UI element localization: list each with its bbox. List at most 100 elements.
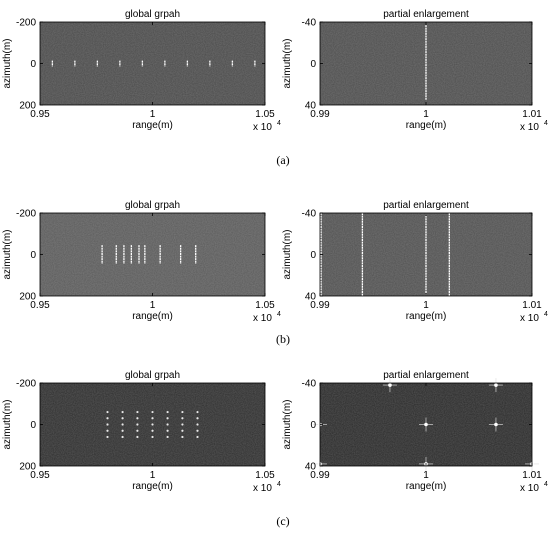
target-point-r4c2: [136, 435, 139, 439]
x-axis-label: range(m): [406, 481, 447, 492]
chart-panel-b-left: 0.95 1 1.05 -200 0 200 global grpah range(m) azi…: [2, 200, 281, 324]
y-axis-label: azimuth(m): [282, 229, 293, 279]
speckle-texture: [40, 22, 265, 105]
y-axis-label: azimuth(m): [2, 38, 13, 88]
chart-title: global grpah: [125, 9, 180, 20]
chart-title: partial enlargement: [383, 370, 469, 381]
y-tick-label-0: -40: [302, 379, 317, 390]
target-point-r1c5: [181, 417, 184, 420]
x-multiplier-exponent: 4: [277, 311, 281, 318]
x-multiplier-exponent: 4: [544, 120, 548, 127]
chart-panel-b-right: 0.99 1 1.01 -40 0 40 partial enlargement range(…: [282, 200, 548, 324]
target-point-r4c3: [151, 435, 154, 439]
target-point-r1c3: [151, 417, 154, 420]
x-tick-label-2: 1.05: [255, 300, 275, 311]
x-axis-label: range(m): [132, 481, 173, 492]
target-point-r3c6: [196, 429, 199, 432]
y-tick-label-0: -200: [16, 18, 36, 29]
chart-title: global grpah: [125, 370, 180, 381]
x-tick-label-2: 1.01: [522, 470, 542, 481]
x-multiplier-label: x 10: [253, 313, 272, 324]
chart-panel-a-left: 0.95 1 1.05 -200 0 200 global grpah range(m) azi…: [2, 9, 281, 133]
x-tick-label-2: 1.05: [255, 109, 275, 120]
y-tick-label-2: 200: [19, 462, 36, 473]
target-point-r2c4: [166, 423, 169, 426]
y-tick-label-1: 0: [30, 420, 36, 431]
target-point-r1c0: [106, 417, 109, 420]
x-multiplier-exponent: 4: [544, 311, 548, 318]
x-multiplier-label: x 10: [253, 122, 272, 133]
y-tick-label-2: 40: [305, 462, 317, 473]
x-tick-label-0: 0.95: [30, 300, 50, 311]
target-point-r0c0: [106, 410, 109, 414]
target-point-r0c6: [196, 410, 199, 414]
x-axis-label: range(m): [132, 120, 173, 131]
target-point-r3c2: [136, 429, 139, 432]
x-tick-label-1: 1: [150, 300, 156, 311]
y-axis-label: azimuth(m): [282, 399, 293, 449]
target-point-r0c4: [166, 410, 169, 414]
x-tick-label-0: 0.95: [30, 470, 50, 481]
target-point-r1c4: [166, 417, 169, 420]
x-multiplier-exponent: 4: [277, 481, 281, 488]
chart-panel-a-right: 0.99 1 1.01 -40 0 40 partial enlargement range(…: [282, 9, 548, 133]
target-point-r1c2: [136, 417, 139, 420]
caption-c: (c): [276, 514, 290, 528]
target-point-r3c0: [106, 429, 109, 432]
target-point-3: [388, 383, 392, 387]
target-point-r0c1: [121, 410, 124, 414]
caption-a: (a): [276, 153, 290, 167]
x-axis-label: range(m): [406, 311, 447, 322]
y-tick-label-1: 0: [30, 250, 36, 261]
y-tick-label-0: -200: [16, 209, 36, 220]
speckle-texture: [40, 213, 265, 296]
x-tick-label-0: 0.99: [310, 300, 330, 311]
chart-title: partial enlargement: [383, 200, 469, 211]
target-point-4: [494, 383, 498, 387]
chart-panel-c-right: 0.99 1 1.01 -40 0 40 partial enlargement range(…: [282, 370, 548, 494]
y-axis-label: azimuth(m): [2, 229, 13, 279]
x-tick-label-0: 0.99: [310, 109, 330, 120]
y-tick-label-2: 200: [19, 292, 36, 303]
x-tick-label-2: 1.01: [522, 109, 542, 120]
target-point-r2c2: [136, 423, 139, 426]
chart-panel-c-left: 0.95 1 1.05 -200 0 200 global grpah range(m) azi…: [2, 370, 281, 494]
target-point-r0c2: [136, 410, 139, 414]
y-tick-label-1: 0: [310, 250, 316, 261]
x-axis-label: range(m): [132, 311, 173, 322]
target-point-r3c5: [181, 429, 184, 432]
target-point-r2c3: [151, 423, 154, 426]
x-multiplier-label: x 10: [253, 483, 272, 494]
x-tick-label-0: 0.95: [30, 109, 50, 120]
target-point-r2c0: [106, 423, 109, 426]
x-multiplier-exponent: 4: [277, 120, 281, 127]
y-axis-label: azimuth(m): [282, 38, 293, 88]
target-point-r3c1: [121, 429, 124, 432]
y-tick-label-2: 40: [305, 292, 317, 303]
target-point-r2c6: [196, 423, 199, 426]
x-tick-label-1: 1: [150, 109, 156, 120]
x-multiplier-exponent: 4: [544, 481, 548, 488]
y-tick-label-0: -200: [16, 379, 36, 390]
target-point-r4c5: [181, 435, 184, 439]
target-point-r3c4: [166, 429, 169, 432]
y-tick-label-0: -40: [302, 18, 317, 29]
target-point-r4c1: [121, 435, 124, 439]
y-axis-label: azimuth(m): [2, 399, 13, 449]
target-point-r4c0: [106, 435, 109, 439]
target-point-r4c6: [196, 435, 199, 439]
y-tick-label-0: -40: [302, 209, 317, 220]
target-point-r2c5: [181, 423, 184, 426]
x-multiplier-label: x 10: [520, 122, 539, 133]
y-tick-label-2: 200: [19, 101, 36, 112]
x-axis-label: range(m): [406, 120, 447, 131]
x-multiplier-label: x 10: [520, 313, 539, 324]
x-multiplier-label: x 10: [520, 483, 539, 494]
x-tick-label-1: 1: [423, 109, 429, 120]
target-point-r1c1: [121, 417, 124, 420]
x-tick-label-1: 1: [150, 470, 156, 481]
target-point-r0c3: [151, 410, 154, 414]
y-tick-label-1: 0: [310, 59, 316, 70]
target-point-2: [494, 422, 498, 427]
